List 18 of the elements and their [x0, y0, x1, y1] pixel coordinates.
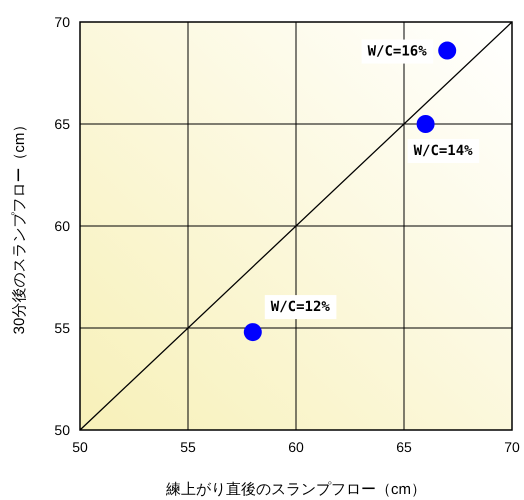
x-axis-title: 練上がり直後のスランプフロー（cm） — [165, 481, 426, 498]
x-tick-label: 50 — [72, 439, 88, 455]
point — [244, 323, 262, 342]
y-tick-label: 70 — [54, 14, 70, 30]
annotation: W/C=14% — [414, 143, 474, 159]
annotation: W/C=12% — [270, 299, 330, 316]
y-tick-label: 60 — [54, 218, 70, 234]
x-tick-label: 60 — [288, 439, 304, 455]
x-tick-label: 65 — [396, 439, 412, 455]
point — [416, 115, 435, 133]
x-tick-label: 55 — [180, 439, 196, 455]
y-tick-label: 50 — [54, 422, 70, 438]
y-tick-label: 55 — [54, 320, 70, 336]
point — [438, 42, 456, 60]
x-tick-label: 70 — [504, 439, 520, 455]
annotation: W/C=16% — [368, 44, 428, 60]
y-axis-title: 30分後のスランプフロー（cm） — [11, 118, 28, 334]
y-tick-label: 65 — [54, 116, 70, 132]
